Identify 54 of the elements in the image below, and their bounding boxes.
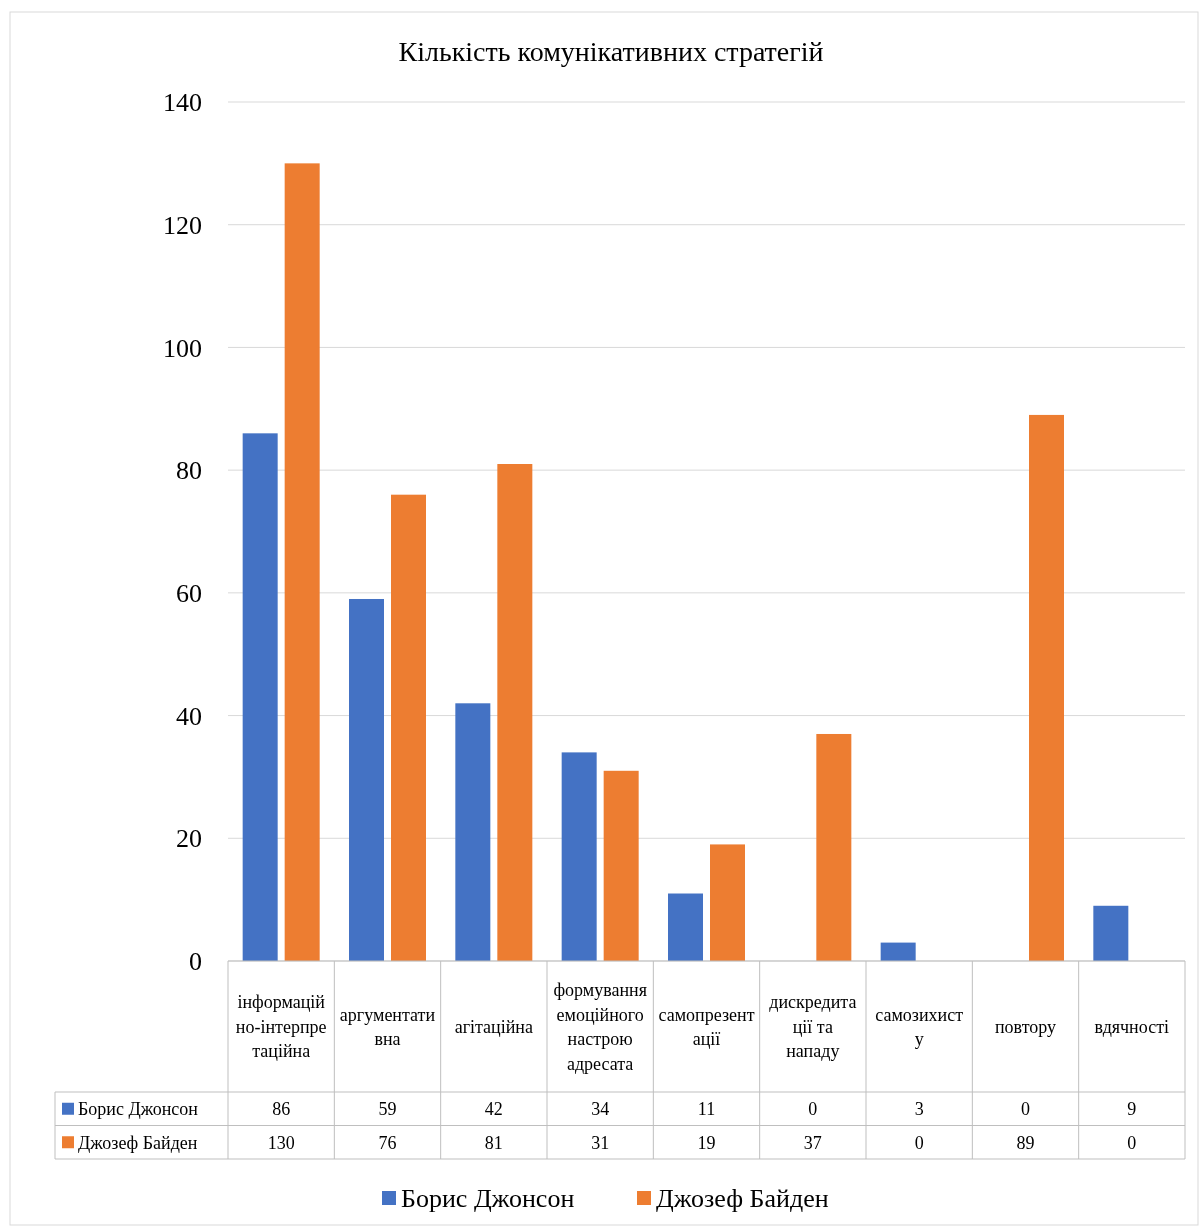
y-tick-label: 0 (189, 947, 202, 977)
bar (710, 844, 745, 961)
bar (391, 494, 426, 961)
data-label: 0 (808, 1099, 818, 1120)
x-tick-label: інформаційно-інтерпретаційна (235, 992, 327, 1062)
x-tick-label: формування емоційного настрою адресата (553, 980, 647, 1074)
data-label: 130 (267, 1132, 295, 1153)
y-tick-label: 60 (176, 578, 202, 608)
data-label: 89 (1016, 1132, 1035, 1153)
bar (1093, 905, 1129, 961)
bar (561, 752, 597, 961)
data-label: 0 (1127, 1132, 1137, 1153)
x-tick-label: повтору (994, 1016, 1057, 1037)
x-tick-label: самозихисту (875, 1004, 964, 1050)
data-label: 59 (378, 1099, 397, 1120)
y-tick-label: 80 (176, 456, 202, 486)
x-tick-label: самопрезентації (658, 1004, 755, 1050)
data-label: 0 (1021, 1099, 1030, 1120)
x-tick-label: агітаційна (454, 1016, 534, 1037)
data-label: 0 (914, 1132, 924, 1153)
legend-label: Джозеф Байден (78, 1132, 198, 1153)
y-tick-label: 100 (163, 333, 202, 363)
data-label: 19 (697, 1132, 716, 1153)
data-label: 31 (591, 1132, 610, 1153)
bar (284, 163, 320, 961)
data-label: 34 (591, 1099, 610, 1120)
bar (1029, 414, 1064, 961)
x-tick-label: аргументативна (339, 1004, 436, 1050)
bar (455, 703, 491, 961)
text: Борис Джонсон (401, 1184, 575, 1214)
bar (816, 733, 852, 961)
legend-label: Борис Джонсон (78, 1099, 199, 1120)
bar (603, 770, 639, 961)
bar (349, 598, 384, 961)
chart-title: Кількість комунікативних стратегій (398, 36, 824, 67)
data-label: 11 (697, 1099, 716, 1120)
bar (497, 464, 533, 961)
data-label: 42 (484, 1099, 503, 1120)
x-tick-label: вдячності (1094, 1016, 1170, 1037)
text: Джозеф Байден (656, 1184, 829, 1214)
y-tick-label: 140 (163, 88, 202, 118)
y-tick-label: 120 (163, 210, 202, 240)
bar (668, 893, 703, 961)
data-label: 3 (914, 1099, 924, 1120)
bar (242, 433, 278, 961)
x-tick-label: дискредитації та нападу (769, 992, 857, 1062)
data-label: 37 (803, 1132, 822, 1153)
y-tick-label: 40 (176, 701, 202, 731)
data-label: 9 (1127, 1099, 1137, 1120)
data-label: 86 (272, 1099, 291, 1120)
data-label: 81 (484, 1132, 503, 1153)
data-label: 76 (378, 1132, 397, 1153)
y-tick-label: 20 (176, 824, 202, 854)
bar (880, 942, 916, 961)
